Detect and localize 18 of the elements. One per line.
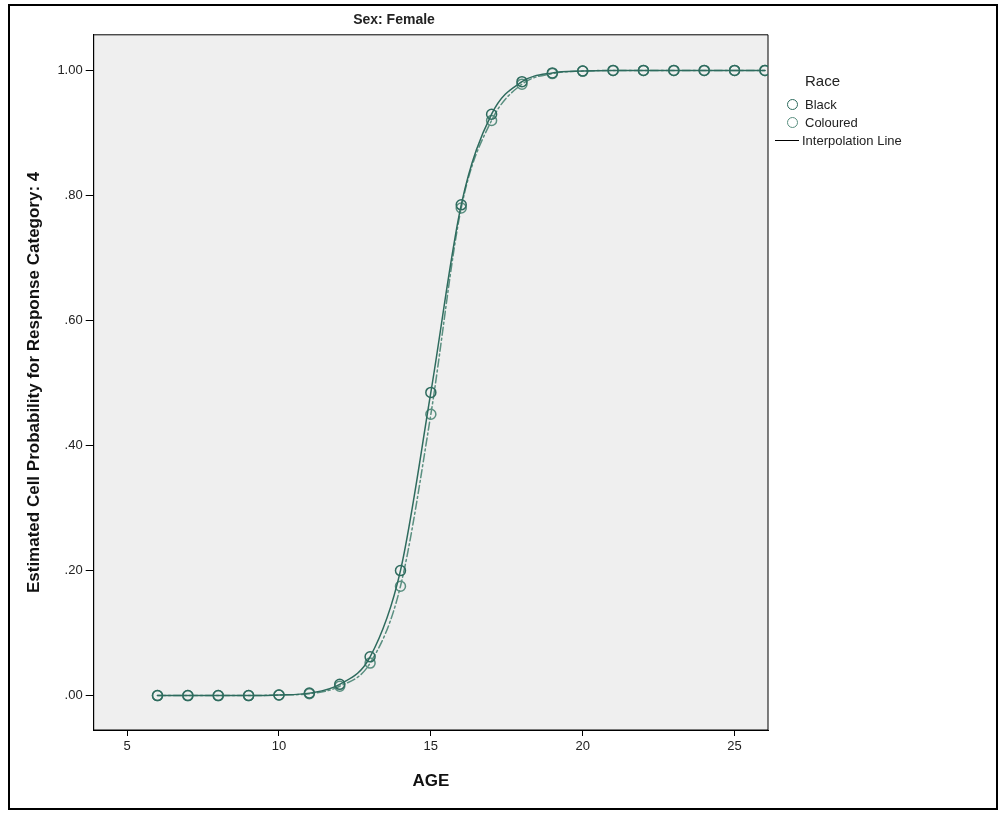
y-tick-label: .00: [64, 687, 83, 703]
y-tick-label: .80: [64, 187, 83, 203]
x-axis-title: AGE: [412, 771, 450, 791]
y-tick-label: 1.00: [57, 62, 83, 78]
x-tick-label: 25: [727, 738, 742, 754]
chart-title: Sex: Female: [353, 11, 436, 28]
legend-label: Coloured: [805, 114, 858, 130]
y-tick-label: .20: [64, 562, 83, 578]
x-tick-label: 20: [575, 738, 590, 754]
y-tick-label: .40: [64, 437, 83, 453]
y-axis-title: Estimated Cell Probability for Response Category: 4: [23, 171, 43, 594]
x-tick-label: 15: [423, 738, 439, 754]
y-tick-label: .60: [64, 312, 83, 328]
text: Interpolation Line: [802, 132, 902, 148]
x-tick-label: 10: [271, 738, 287, 754]
legend-label: Black: [805, 96, 837, 112]
legend-title: Race: [805, 72, 842, 89]
x-tick-label: 5: [123, 738, 131, 754]
